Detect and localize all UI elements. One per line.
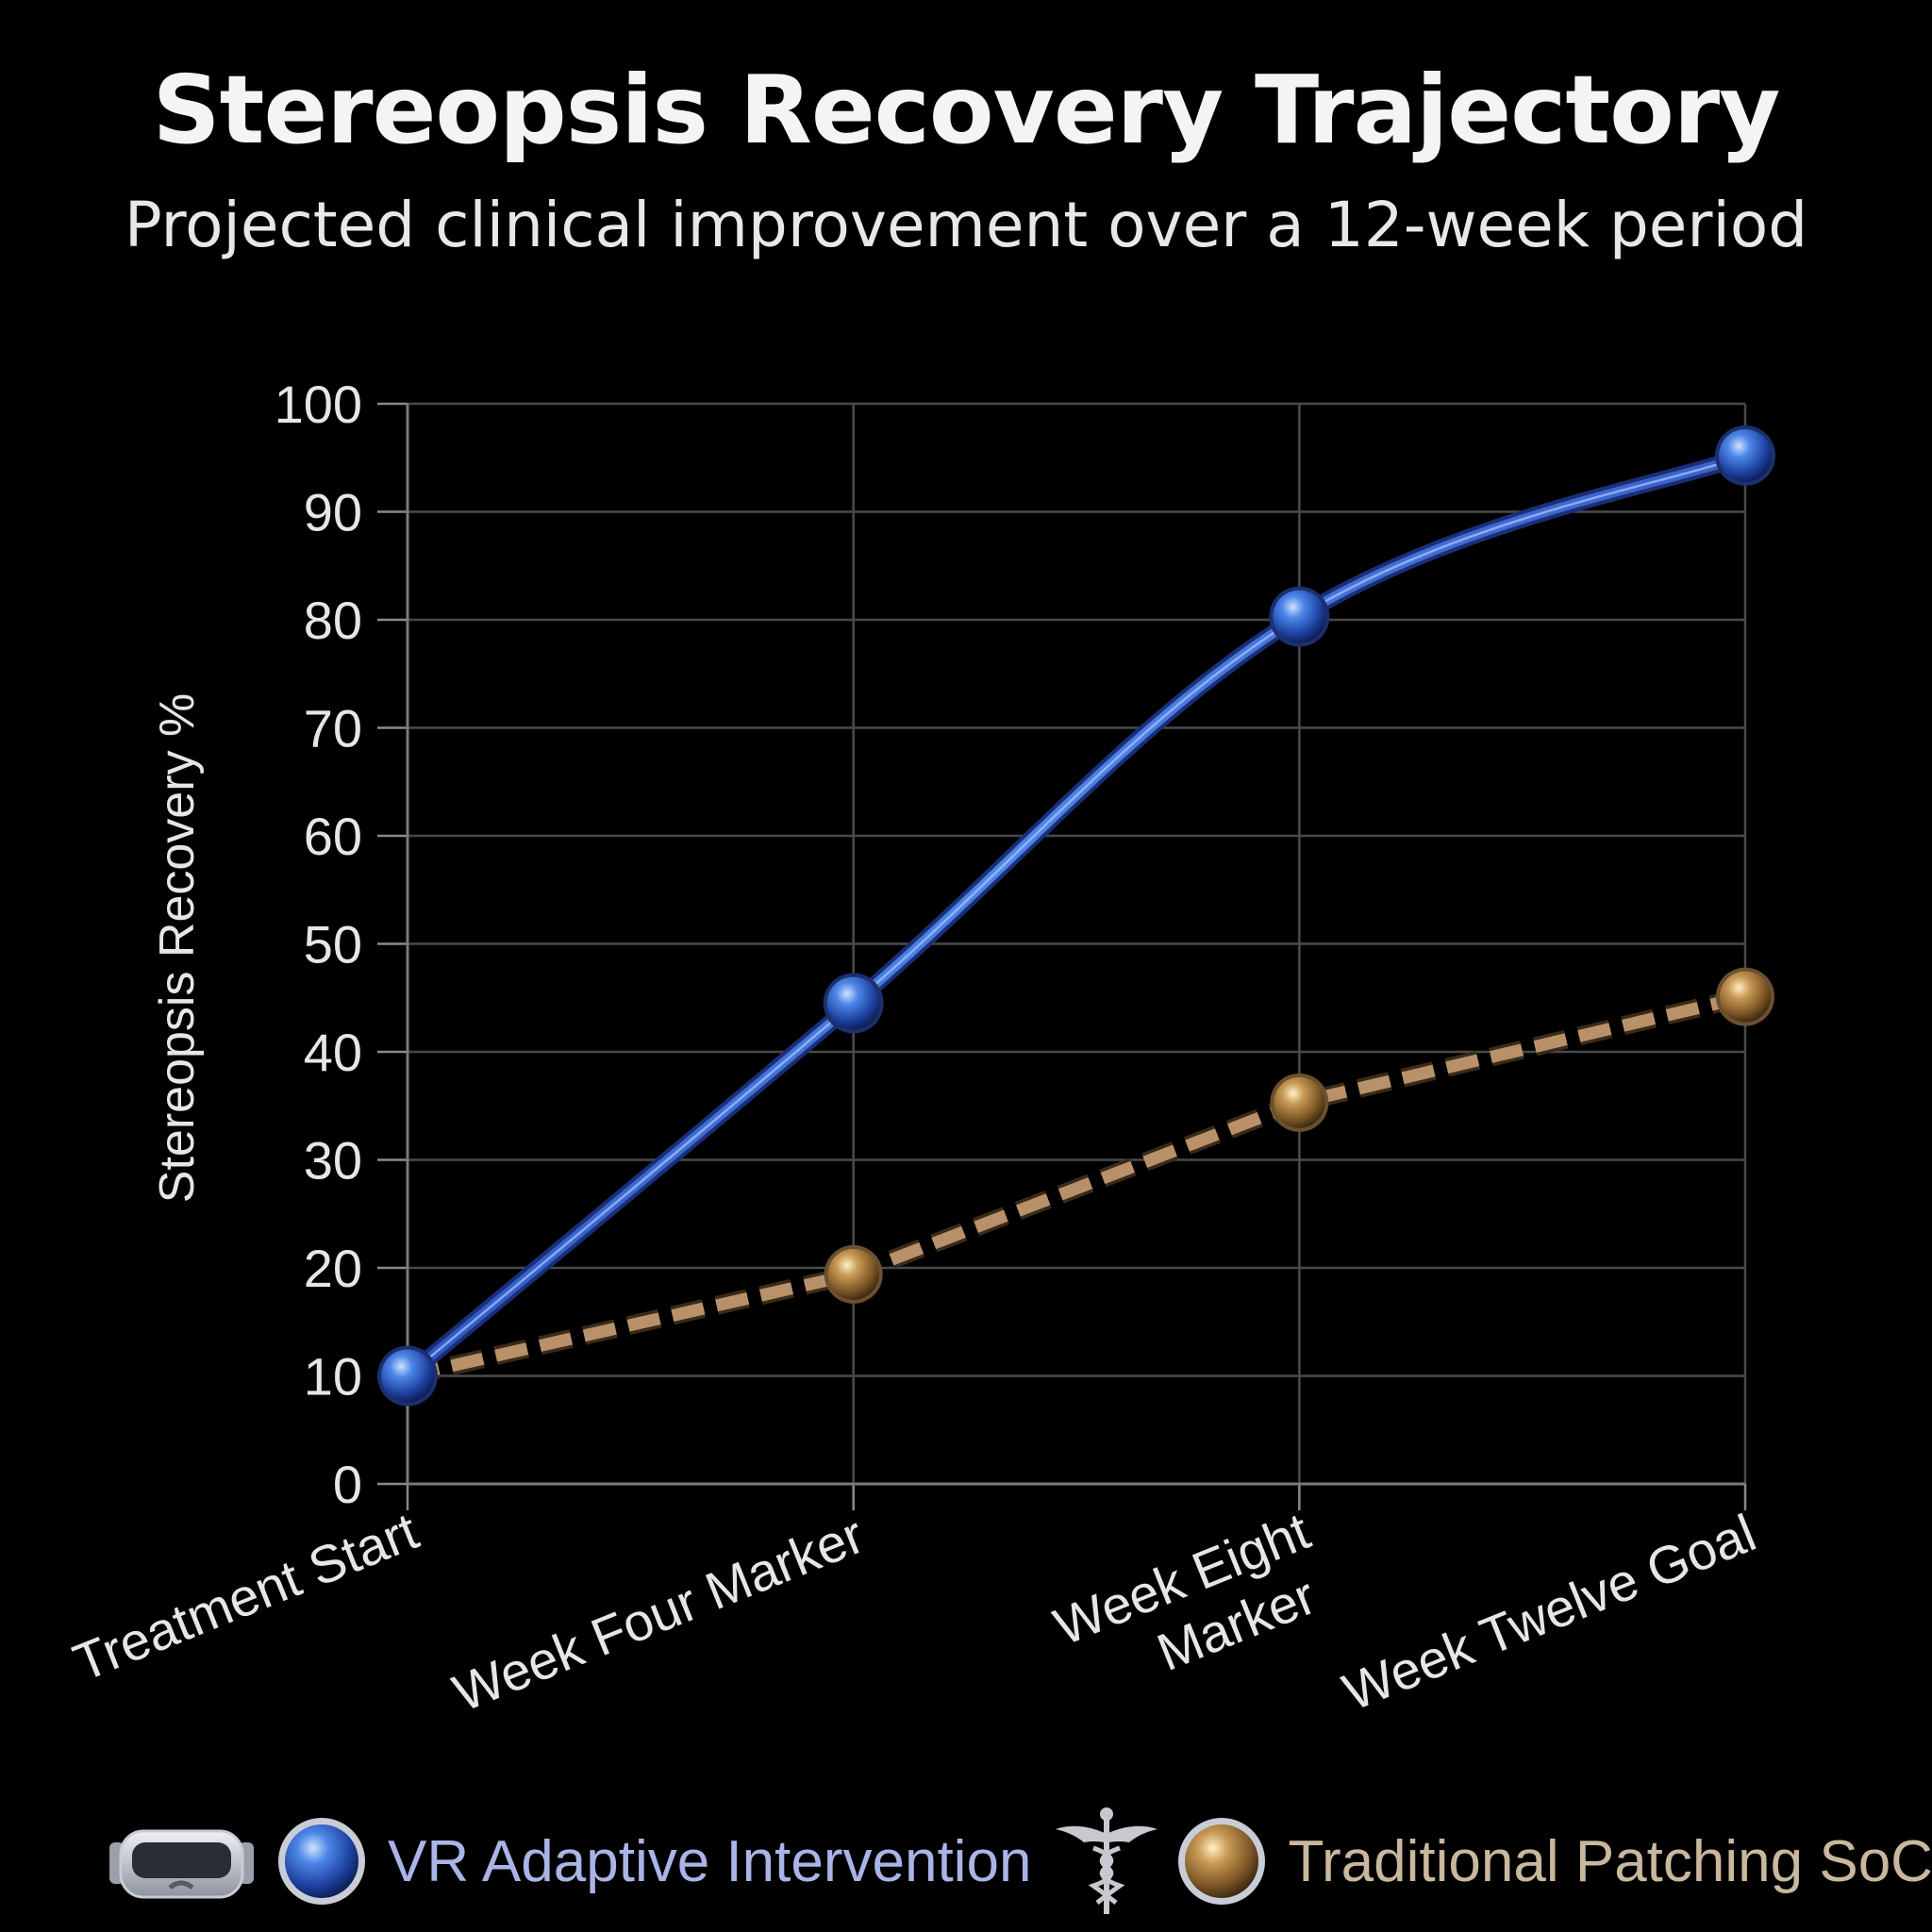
y-tick-label: 100	[275, 375, 362, 434]
legend-label-soc: Traditional Patching SoC	[1288, 1828, 1932, 1894]
vr-headset-icon	[109, 1829, 254, 1899]
y-tick-label: 30	[304, 1131, 362, 1191]
soc-series-marker	[1178, 1818, 1266, 1905]
x-tick-label: Treatment Start	[65, 1501, 426, 1693]
vr-data-point	[826, 976, 880, 1030]
legend-item-soc: Traditional Patching SoC	[1050, 1805, 1932, 1918]
chart-title: Stereopsis Recovery Trajectory	[152, 55, 1781, 165]
soc-data-point	[827, 1248, 879, 1300]
caduceus-icon	[1056, 1807, 1158, 1914]
y-axis-label: Stereopsis Recovery %	[150, 693, 205, 1203]
legend-item-vr: VR Adaptive Intervention	[104, 1812, 1031, 1910]
legend: VR Adaptive Intervention Traditional Pat…	[104, 1807, 1932, 1914]
vr-series-line	[403, 450, 1750, 1381]
vr-data-point	[1719, 428, 1772, 482]
soc-data-point	[1720, 971, 1771, 1023]
soc-series-line	[406, 991, 1747, 1382]
y-tick-label: 90	[304, 483, 362, 542]
vr-series-line-shadow	[399, 446, 1754, 1385]
svg-text:Week Twelve Goal: Week Twelve Goal	[1335, 1503, 1764, 1723]
y-tick-label: 50	[304, 915, 362, 974]
x-tick-label: Week Four Marker	[445, 1505, 873, 1724]
vr-data-point	[1273, 590, 1326, 643]
y-tick-label: 70	[304, 699, 362, 758]
vr-series-marker	[278, 1818, 365, 1905]
y-tick-label: 0	[333, 1455, 362, 1514]
soc-data-point	[1274, 1076, 1325, 1128]
y-tick-label: 60	[304, 807, 362, 866]
svg-text:Treatment Start: Treatment Start	[65, 1501, 426, 1693]
y-tick-label: 10	[304, 1347, 362, 1407]
svg-text:Week Four Marker: Week Four Marker	[445, 1505, 873, 1724]
legend-label-vr: VR Adaptive Intervention	[388, 1828, 1032, 1894]
y-tick-label: 80	[304, 591, 362, 650]
y-tick-label: 40	[304, 1023, 362, 1082]
x-tick-label: Week Twelve Goal	[1335, 1503, 1764, 1723]
y-tick-label: 20	[304, 1239, 362, 1298]
vr-series-line-highlight	[406, 454, 1747, 1377]
vr-data-point	[381, 1349, 434, 1403]
chart-subtitle: Projected clinical improvement over a 12…	[124, 189, 1808, 261]
